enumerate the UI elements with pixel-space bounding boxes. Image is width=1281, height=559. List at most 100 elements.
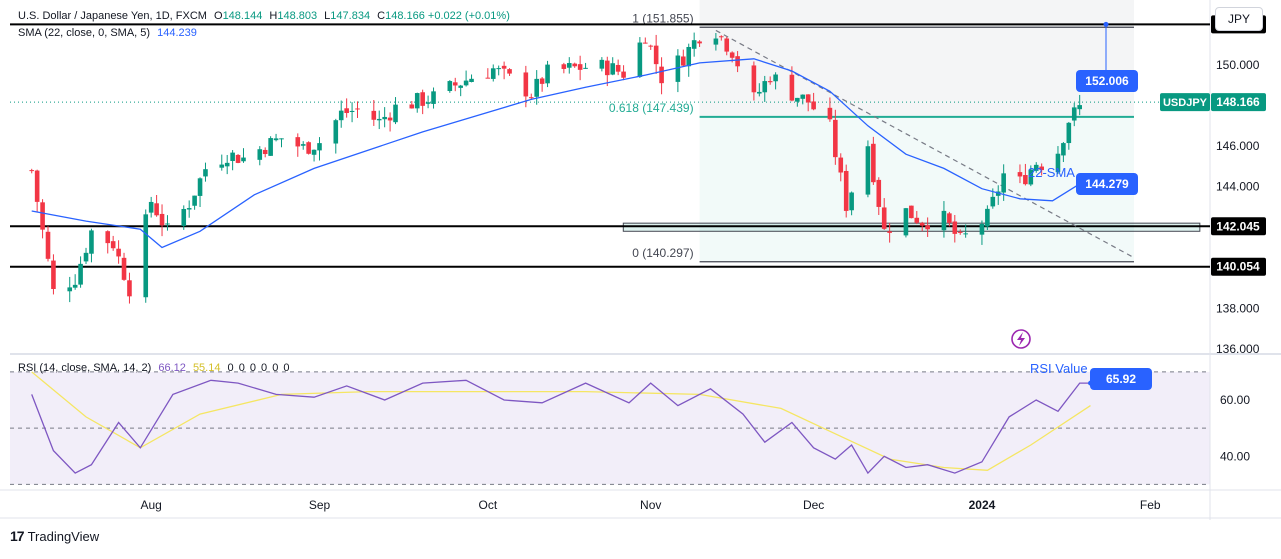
candle — [192, 195, 197, 210]
candle-body — [719, 36, 724, 38]
candle-body — [67, 287, 73, 292]
candle-body — [849, 192, 854, 211]
candle-body — [317, 143, 322, 151]
candle-body — [713, 38, 719, 45]
candle — [751, 61, 757, 101]
candle — [501, 61, 507, 80]
candle — [1023, 163, 1028, 186]
candle-body — [762, 81, 768, 93]
candle — [34, 169, 40, 212]
price-tick-label: 138.000 — [1216, 301, 1260, 315]
candle-body — [534, 78, 539, 97]
candle-body — [501, 65, 507, 69]
candle — [713, 32, 719, 51]
candle — [425, 95, 431, 109]
rsi-line — [31, 379, 1091, 475]
candle — [561, 62, 567, 74]
candle-body — [224, 162, 230, 167]
trendline — [715, 29, 1135, 259]
tradingview-logo[interactable]: 17 TradingView — [10, 528, 99, 544]
currency-button[interactable]: JPY — [1215, 7, 1263, 31]
candle-body — [528, 97, 534, 99]
candle-body — [257, 149, 263, 160]
candle-body — [333, 120, 339, 144]
candle-body — [469, 78, 474, 82]
candle-body — [490, 68, 496, 79]
candle-body — [805, 94, 811, 103]
candle-body — [355, 108, 360, 110]
candle — [485, 68, 491, 79]
candle — [805, 94, 811, 112]
candle — [1028, 165, 1034, 187]
candle-body — [561, 64, 567, 69]
candle-body — [990, 196, 996, 207]
candle — [159, 204, 165, 237]
candle — [262, 147, 268, 158]
candle-body — [159, 213, 165, 226]
candle-body — [376, 118, 382, 121]
candle-body — [197, 178, 203, 196]
candle-body — [604, 60, 610, 76]
candle-body — [458, 85, 463, 88]
candle — [317, 137, 322, 161]
candle — [279, 138, 284, 148]
candle — [1039, 163, 1044, 176]
candle-body — [979, 223, 985, 235]
candle — [51, 254, 56, 295]
candle — [800, 94, 806, 105]
candle-body — [881, 207, 887, 229]
sma-value-callout-bg — [1076, 173, 1138, 195]
fib-level-label: 0.618 (147.439) — [609, 101, 694, 115]
candle — [610, 57, 616, 76]
candle — [523, 65, 529, 108]
candle — [29, 168, 35, 174]
candle — [72, 274, 78, 290]
candle-body — [306, 142, 311, 154]
candle — [311, 149, 317, 162]
candle — [224, 154, 230, 175]
sma-22-line — [31, 58, 1086, 249]
price-tag-142-bg — [1211, 217, 1266, 236]
candle-body — [1028, 169, 1034, 185]
candle — [295, 133, 301, 157]
candle-body — [610, 63, 616, 75]
sma-value-callout-text: 144.279 — [1085, 177, 1129, 191]
rsi-value-callout: 65.92 — [1090, 368, 1152, 390]
candle — [393, 97, 398, 125]
candle-body — [686, 46, 692, 67]
candle — [919, 221, 925, 232]
target-callout-text: 152.006 — [1085, 74, 1129, 88]
candle — [642, 37, 648, 44]
candle-body — [697, 41, 702, 44]
rsi-tick-label: 40.00 — [1220, 449, 1250, 463]
candle — [827, 97, 833, 122]
candle-body — [235, 154, 241, 163]
candle — [952, 214, 958, 243]
candle-body — [919, 222, 925, 226]
candle — [1033, 162, 1039, 173]
ohlc-legend: U.S. Dollar / Japanese Yen, 1D, FXCM O14… — [18, 10, 510, 22]
candle-body — [420, 92, 425, 106]
candle — [121, 252, 127, 281]
candle — [181, 205, 187, 230]
candle — [447, 80, 453, 93]
candle-body — [154, 203, 159, 216]
candle — [355, 101, 360, 118]
candle-body — [903, 208, 909, 236]
lightning-bolt — [1017, 332, 1025, 346]
candle-body — [273, 138, 279, 141]
candle — [914, 210, 920, 225]
candle-body — [241, 157, 246, 162]
candle-body — [963, 233, 968, 235]
candle-body — [1061, 143, 1066, 156]
candle — [45, 226, 51, 262]
rsi-legend-value: 66.12 — [158, 362, 186, 374]
candle — [154, 195, 159, 217]
candle-body — [51, 260, 56, 289]
candle — [675, 49, 681, 93]
price-tag-140-bg — [1211, 257, 1266, 276]
candle — [881, 198, 887, 230]
candle-body — [34, 170, 40, 202]
